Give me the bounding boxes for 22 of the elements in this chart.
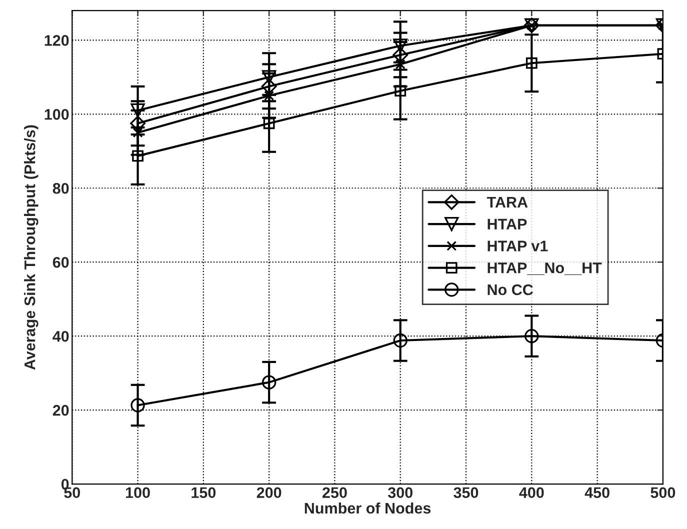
x-tick-label: 100 (126, 487, 150, 498)
y-tick-label: 40 (52, 330, 69, 342)
y-tick-label: 20 (52, 404, 69, 416)
legend-label: TARA (486, 196, 528, 208)
y-tick-label: 80 (52, 182, 69, 194)
legend-label: HTAP (488, 218, 527, 230)
x-tick-label: 500 (650, 487, 676, 498)
x-tick-label: 300 (388, 487, 412, 498)
x-tick-label: 250 (322, 487, 347, 498)
legend-label: No CC (488, 284, 534, 296)
x-tick-label: 400 (519, 487, 544, 498)
y-tick-label: 60 (52, 256, 69, 268)
legend-label: HTAP__No__HT (488, 262, 602, 276)
x-tick-label: 350 (454, 487, 478, 498)
y-tick-label: 100 (44, 109, 69, 120)
y-axis-title: Average Sink Throughput (Pkts/s) (24, 125, 38, 370)
x-axis-title: Number of Nodes (304, 502, 431, 514)
legend-label: HTAP v1 (488, 240, 548, 252)
x-tick-label: 450 (584, 487, 610, 498)
y-tick-label: 120 (44, 35, 69, 46)
x-tick-label: 200 (256, 487, 282, 498)
x-tick-label: 150 (192, 487, 216, 498)
